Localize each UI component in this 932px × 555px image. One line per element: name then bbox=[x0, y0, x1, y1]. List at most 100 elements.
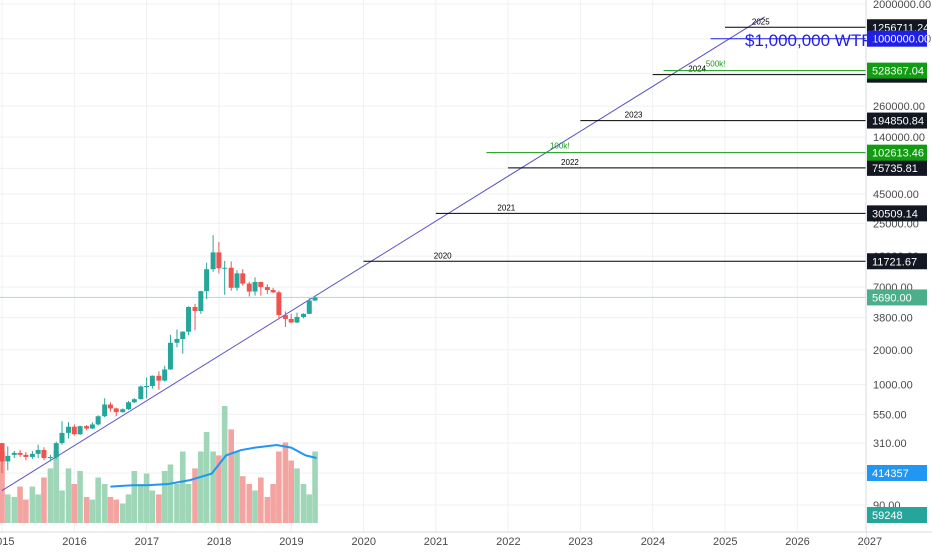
candle-body bbox=[53, 443, 59, 457]
milestone-label: 500k! bbox=[706, 60, 726, 69]
candle bbox=[84, 424, 90, 431]
volume-bar bbox=[192, 468, 198, 523]
candle bbox=[270, 287, 276, 294]
year-price-label-text: 30509.14 bbox=[872, 208, 918, 220]
volume-bar bbox=[59, 490, 65, 523]
volume-ma-label-text: 414357 bbox=[872, 468, 909, 480]
milestone-price-label-text: 1000000.00 bbox=[872, 34, 930, 46]
time-tick-label: 2018 bbox=[207, 536, 231, 548]
price-tick-label: 140000.00 bbox=[873, 132, 925, 144]
candle bbox=[120, 408, 126, 413]
year-price-label: 75735.81 bbox=[867, 159, 927, 176]
candle-body bbox=[222, 267, 228, 269]
candle-body bbox=[66, 426, 72, 433]
milestone-price-label-text: 102613.46 bbox=[872, 148, 924, 160]
trendline bbox=[1, 16, 766, 492]
time-tick-label: 2020 bbox=[352, 536, 376, 548]
volume-bar bbox=[23, 499, 29, 523]
candle-body bbox=[252, 281, 258, 292]
price-tick-label: 3800.00 bbox=[873, 313, 913, 325]
candle bbox=[162, 365, 168, 382]
volume-bar bbox=[17, 486, 23, 523]
candle bbox=[222, 260, 228, 295]
candle-body bbox=[29, 453, 35, 457]
candle-body bbox=[89, 424, 95, 429]
candle bbox=[102, 398, 108, 418]
candle-body bbox=[186, 307, 192, 332]
candle bbox=[131, 398, 137, 404]
candle-body bbox=[95, 416, 101, 425]
volume-bar bbox=[276, 451, 282, 523]
time-axis: 2015 2016 2017 2018 2019 2020 2021 2022 2023 2024… bbox=[0, 531, 932, 550]
volume-bar bbox=[228, 429, 234, 523]
volume-bar bbox=[53, 451, 60, 523]
candle-body bbox=[210, 252, 216, 270]
milestone-price-label-text: 528367.04 bbox=[872, 66, 924, 78]
candle-body bbox=[192, 307, 198, 311]
volume-bar bbox=[101, 484, 108, 523]
volume-bar bbox=[294, 468, 300, 523]
candle-body bbox=[84, 426, 90, 429]
price-labels: 11721.6730509.1475735.81194850.84487241.… bbox=[867, 19, 930, 523]
year-level-label: 2023 bbox=[625, 111, 643, 120]
candle-body bbox=[17, 452, 23, 455]
year-level-label: 2021 bbox=[497, 203, 515, 212]
candle-body bbox=[240, 273, 246, 284]
candle bbox=[156, 371, 162, 390]
candle bbox=[300, 313, 306, 319]
volume-bar bbox=[161, 471, 168, 523]
candle bbox=[240, 269, 246, 286]
volume-bar bbox=[167, 464, 174, 523]
candle-body bbox=[198, 291, 204, 311]
volume-bar bbox=[71, 484, 78, 523]
candle bbox=[234, 270, 240, 291]
candle bbox=[246, 281, 252, 297]
candle bbox=[23, 451, 29, 461]
price-tick-label: 550.00 bbox=[873, 409, 907, 421]
candle bbox=[252, 277, 258, 296]
candle-body bbox=[126, 402, 132, 410]
price-axis-background bbox=[866, 0, 932, 550]
candle-body bbox=[149, 375, 155, 386]
candle-body bbox=[288, 318, 294, 323]
candle-body bbox=[174, 339, 180, 343]
year-price-label-box bbox=[867, 159, 927, 176]
volume-bar bbox=[198, 451, 204, 523]
volume-moving-average bbox=[110, 443, 317, 488]
candle bbox=[11, 450, 17, 459]
volume-bar bbox=[107, 497, 114, 523]
candle bbox=[41, 447, 47, 461]
candle bbox=[294, 312, 300, 324]
candle bbox=[174, 329, 180, 348]
volume-bar bbox=[221, 406, 228, 523]
candle-body bbox=[5, 455, 11, 462]
candle-body bbox=[71, 426, 77, 435]
volume-bar bbox=[234, 451, 240, 523]
candle bbox=[59, 421, 65, 445]
price-tick-label: 260000.00 bbox=[873, 101, 925, 113]
candle bbox=[306, 298, 312, 315]
candle-body bbox=[0, 443, 5, 462]
candle bbox=[288, 313, 294, 324]
milestone-price-label-box bbox=[867, 62, 927, 79]
time-axis-background bbox=[0, 532, 866, 550]
current-price-label-box bbox=[867, 289, 927, 306]
candle-body bbox=[23, 454, 29, 457]
candle bbox=[149, 375, 155, 389]
year-level-label: 2025 bbox=[752, 17, 770, 26]
candle-body bbox=[59, 432, 65, 444]
candle bbox=[0, 443, 5, 474]
volume-bar bbox=[89, 499, 96, 523]
candle-body bbox=[228, 267, 234, 288]
volume-bar bbox=[119, 503, 126, 523]
volume-bar bbox=[29, 486, 36, 523]
volume-label-text: 59248 bbox=[872, 510, 903, 522]
year-price-label-box bbox=[867, 112, 927, 129]
candle bbox=[198, 290, 204, 314]
time-tick-label: 2017 bbox=[135, 536, 159, 548]
volume-bar bbox=[312, 451, 318, 523]
volume-bar bbox=[174, 484, 180, 523]
candle-body bbox=[120, 409, 126, 413]
